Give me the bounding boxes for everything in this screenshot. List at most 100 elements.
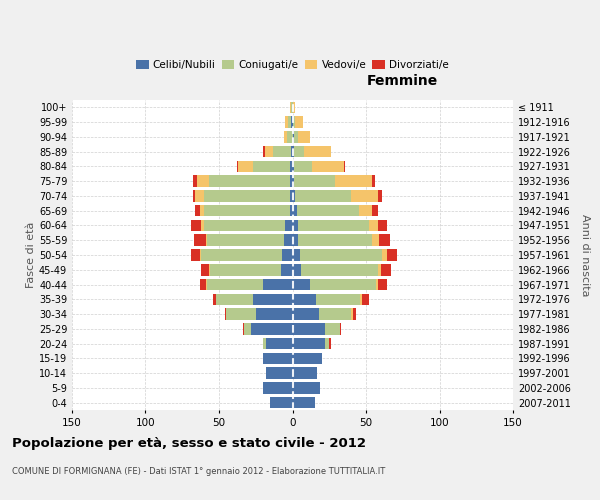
Bar	[298, 234, 372, 246]
Bar	[263, 338, 266, 349]
Bar	[293, 279, 310, 290]
Bar	[204, 220, 285, 231]
Bar	[284, 234, 293, 246]
Bar	[293, 264, 301, 276]
Bar	[288, 116, 291, 128]
Text: Popolazione per età, sesso e stato civile - 2012: Popolazione per età, sesso e stato civil…	[12, 438, 366, 450]
Bar	[294, 176, 335, 187]
Bar	[206, 234, 207, 246]
Bar	[200, 249, 202, 261]
Bar	[210, 264, 281, 276]
Bar	[382, 249, 386, 261]
Bar	[266, 368, 293, 379]
Bar	[193, 176, 197, 187]
Bar	[329, 338, 331, 349]
Bar	[293, 190, 295, 202]
Bar	[378, 279, 386, 290]
Bar	[352, 190, 378, 202]
Bar	[206, 279, 207, 290]
Bar	[352, 308, 353, 320]
Bar	[265, 146, 274, 158]
Bar	[293, 338, 325, 349]
Bar	[372, 205, 378, 216]
Bar	[263, 279, 293, 290]
Bar	[340, 323, 341, 334]
Bar	[200, 205, 204, 216]
Bar	[191, 249, 200, 261]
Bar	[226, 308, 256, 320]
Bar	[284, 131, 287, 142]
Bar	[282, 249, 293, 261]
Bar	[386, 249, 397, 261]
Bar	[207, 234, 284, 246]
Bar	[293, 397, 314, 408]
Bar	[290, 102, 291, 113]
Bar	[209, 264, 210, 276]
Bar	[293, 146, 294, 158]
Bar	[285, 116, 288, 128]
Bar	[293, 294, 316, 305]
Bar	[325, 323, 340, 334]
Bar	[360, 294, 362, 305]
Bar	[379, 234, 389, 246]
Bar	[293, 116, 295, 128]
Bar	[291, 102, 293, 113]
Bar	[293, 249, 300, 261]
Bar	[293, 205, 297, 216]
Bar	[225, 308, 226, 320]
Bar	[271, 397, 293, 408]
Bar	[298, 220, 369, 231]
Bar	[353, 308, 356, 320]
Bar	[209, 176, 290, 187]
Bar	[319, 308, 351, 320]
Bar	[207, 279, 263, 290]
Bar	[291, 146, 293, 158]
Bar	[197, 176, 209, 187]
Bar	[193, 190, 196, 202]
Bar	[242, 323, 244, 334]
Bar	[359, 205, 372, 216]
Bar	[293, 234, 298, 246]
Bar	[293, 323, 325, 334]
Bar	[297, 205, 359, 216]
Bar	[196, 190, 204, 202]
Bar	[372, 234, 379, 246]
Bar	[202, 264, 209, 276]
Bar	[263, 146, 265, 158]
Bar	[294, 146, 304, 158]
Bar	[290, 160, 293, 172]
Bar	[293, 160, 294, 172]
Bar	[202, 220, 204, 231]
Bar	[293, 308, 319, 320]
Bar	[253, 294, 293, 305]
Bar	[362, 294, 369, 305]
Bar	[194, 234, 206, 246]
Y-axis label: Anni di nascita: Anni di nascita	[580, 214, 590, 296]
Bar	[293, 220, 298, 231]
Bar	[204, 205, 290, 216]
Bar	[295, 116, 303, 128]
Bar	[311, 160, 344, 172]
Bar	[274, 146, 291, 158]
Bar	[263, 382, 293, 394]
Bar	[294, 131, 298, 142]
Bar	[213, 294, 216, 305]
Bar	[301, 264, 378, 276]
Bar	[378, 264, 381, 276]
Bar	[293, 176, 294, 187]
Bar	[196, 205, 200, 216]
Bar	[298, 131, 310, 142]
Bar	[253, 160, 290, 172]
Bar	[369, 220, 378, 231]
Bar	[376, 279, 378, 290]
Bar	[263, 352, 293, 364]
Text: Femmine: Femmine	[367, 74, 439, 88]
Bar	[285, 220, 293, 231]
Bar	[304, 146, 331, 158]
Bar	[244, 323, 251, 334]
Bar	[372, 176, 375, 187]
Bar	[287, 131, 293, 142]
Bar	[295, 190, 352, 202]
Bar	[381, 264, 391, 276]
Bar	[251, 323, 293, 334]
